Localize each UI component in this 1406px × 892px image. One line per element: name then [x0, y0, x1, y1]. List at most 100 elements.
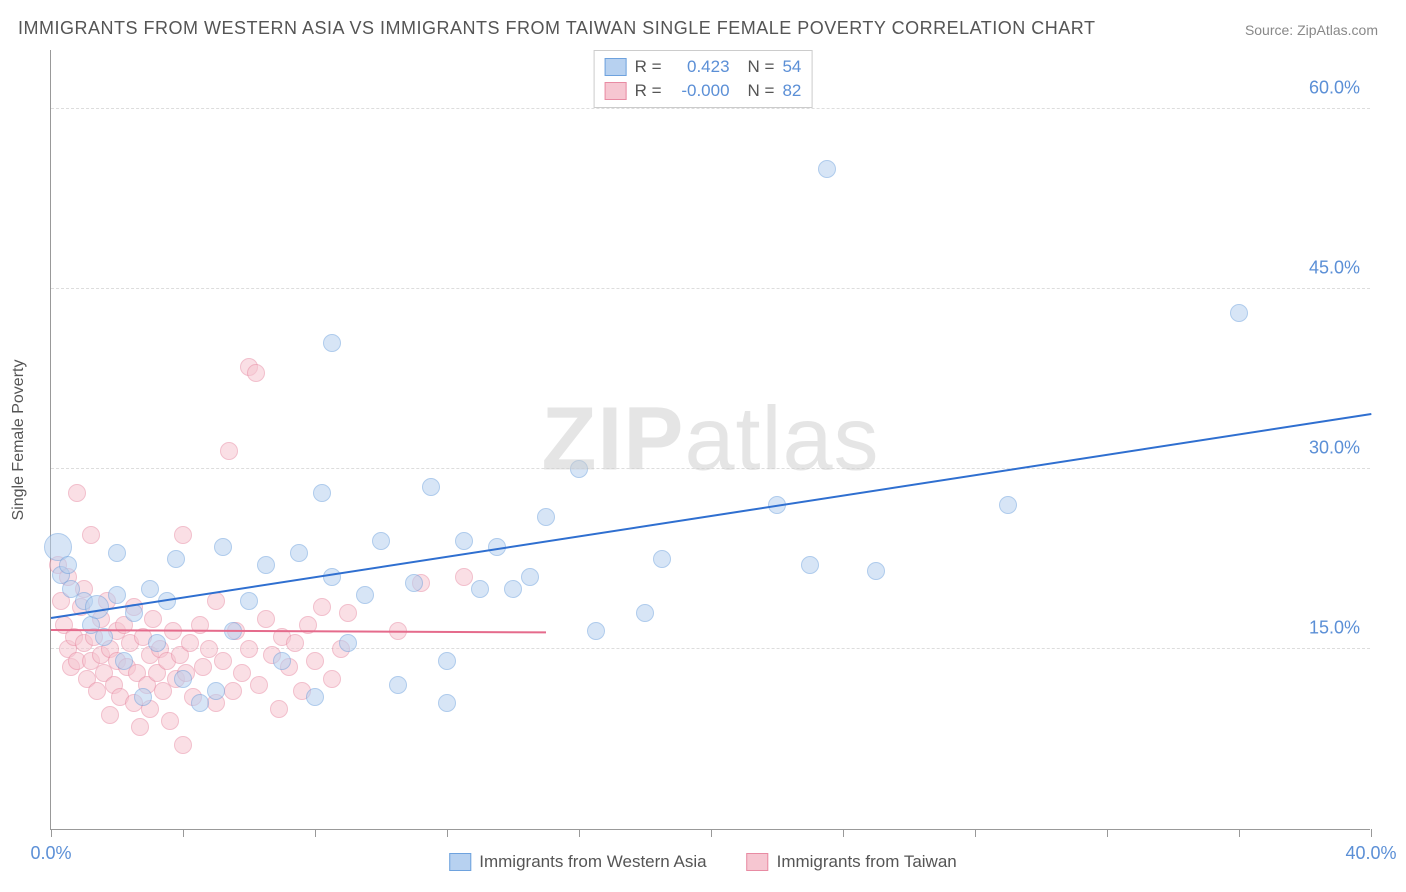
data-point	[306, 652, 324, 670]
data-point	[389, 676, 407, 694]
data-point	[306, 688, 324, 706]
x-tick	[1107, 829, 1108, 837]
data-point	[1230, 304, 1248, 322]
legend-correlation-box: R = 0.423 N = 54 R = -0.000 N = 82	[594, 50, 813, 108]
legend-swatch-blue	[605, 58, 627, 76]
x-tick	[1371, 829, 1372, 837]
data-point	[313, 484, 331, 502]
data-point	[587, 622, 605, 640]
data-point	[191, 694, 209, 712]
chart-title: IMMIGRANTS FROM WESTERN ASIA VS IMMIGRAN…	[18, 18, 1095, 39]
data-point	[88, 682, 106, 700]
data-point	[537, 508, 555, 526]
legend-label-1: Immigrants from Western Asia	[479, 852, 706, 872]
data-point	[653, 550, 671, 568]
x-tick	[51, 829, 52, 837]
y-axis-label: Single Female Poverty	[10, 360, 28, 521]
plot-area: ZIPatlas 15.0%30.0%45.0%60.0%0.0%40.0%	[50, 50, 1370, 830]
n-value-1: 54	[782, 57, 801, 77]
data-point	[207, 592, 225, 610]
data-point	[250, 676, 268, 694]
legend-label-2: Immigrants from Taiwan	[777, 852, 957, 872]
legend-item-series2: Immigrants from Taiwan	[747, 852, 957, 872]
data-point	[174, 736, 192, 754]
data-point	[108, 586, 126, 604]
data-point	[818, 160, 836, 178]
y-tick-label: 15.0%	[1309, 618, 1360, 639]
source-label: Source: ZipAtlas.com	[1245, 22, 1378, 38]
legend-item-series1: Immigrants from Western Asia	[449, 852, 706, 872]
x-tick	[447, 829, 448, 837]
r-value-2: -0.000	[670, 81, 730, 101]
data-point	[161, 712, 179, 730]
data-point	[438, 652, 456, 670]
x-tick-label: 40.0%	[1345, 843, 1396, 864]
data-point	[471, 580, 489, 598]
x-tick	[711, 829, 712, 837]
data-point	[405, 574, 423, 592]
x-tick	[183, 829, 184, 837]
watermark: ZIPatlas	[541, 388, 879, 491]
data-point	[167, 550, 185, 568]
n-value-2: 82	[782, 81, 801, 101]
data-point	[207, 682, 225, 700]
data-point	[286, 634, 304, 652]
data-point	[240, 592, 258, 610]
x-tick	[579, 829, 580, 837]
n-label: N =	[748, 81, 775, 101]
data-point	[504, 580, 522, 598]
data-point	[257, 556, 275, 574]
data-point	[999, 496, 1017, 514]
data-point	[422, 478, 440, 496]
data-point	[85, 595, 109, 619]
data-point	[455, 532, 473, 550]
data-point	[247, 364, 265, 382]
data-point	[131, 718, 149, 736]
data-point	[82, 526, 100, 544]
data-point	[570, 460, 588, 478]
data-point	[339, 634, 357, 652]
legend-row-series1: R = 0.423 N = 54	[605, 55, 802, 79]
data-point	[356, 586, 374, 604]
data-point	[108, 544, 126, 562]
data-point	[233, 664, 251, 682]
legend-bottom: Immigrants from Western Asia Immigrants …	[449, 852, 957, 872]
data-point	[101, 706, 119, 724]
data-point	[323, 334, 341, 352]
data-point	[174, 526, 192, 544]
data-point	[68, 484, 86, 502]
data-point	[144, 610, 162, 628]
r-value-1: 0.423	[670, 57, 730, 77]
data-point	[194, 658, 212, 676]
x-tick	[1239, 829, 1240, 837]
data-point	[214, 652, 232, 670]
gridline	[51, 468, 1370, 469]
data-point	[867, 562, 885, 580]
n-label: N =	[748, 57, 775, 77]
y-tick-label: 30.0%	[1309, 438, 1360, 459]
data-point	[290, 544, 308, 562]
data-point	[270, 700, 288, 718]
y-tick-label: 45.0%	[1309, 258, 1360, 279]
data-point	[141, 580, 159, 598]
data-point	[801, 556, 819, 574]
data-point	[240, 640, 258, 658]
r-label: R =	[635, 81, 662, 101]
legend-swatch-pink	[747, 853, 769, 871]
y-tick-label: 60.0%	[1309, 78, 1360, 99]
x-tick-label: 0.0%	[30, 843, 71, 864]
data-point	[115, 652, 133, 670]
x-tick	[975, 829, 976, 837]
x-tick	[315, 829, 316, 837]
data-point	[181, 634, 199, 652]
data-point	[134, 688, 152, 706]
data-point	[148, 634, 166, 652]
data-point	[59, 556, 77, 574]
data-point	[257, 610, 275, 628]
data-point	[224, 682, 242, 700]
data-point	[636, 604, 654, 622]
data-point	[339, 604, 357, 622]
data-point	[521, 568, 539, 586]
legend-swatch-blue	[449, 853, 471, 871]
r-label: R =	[635, 57, 662, 77]
